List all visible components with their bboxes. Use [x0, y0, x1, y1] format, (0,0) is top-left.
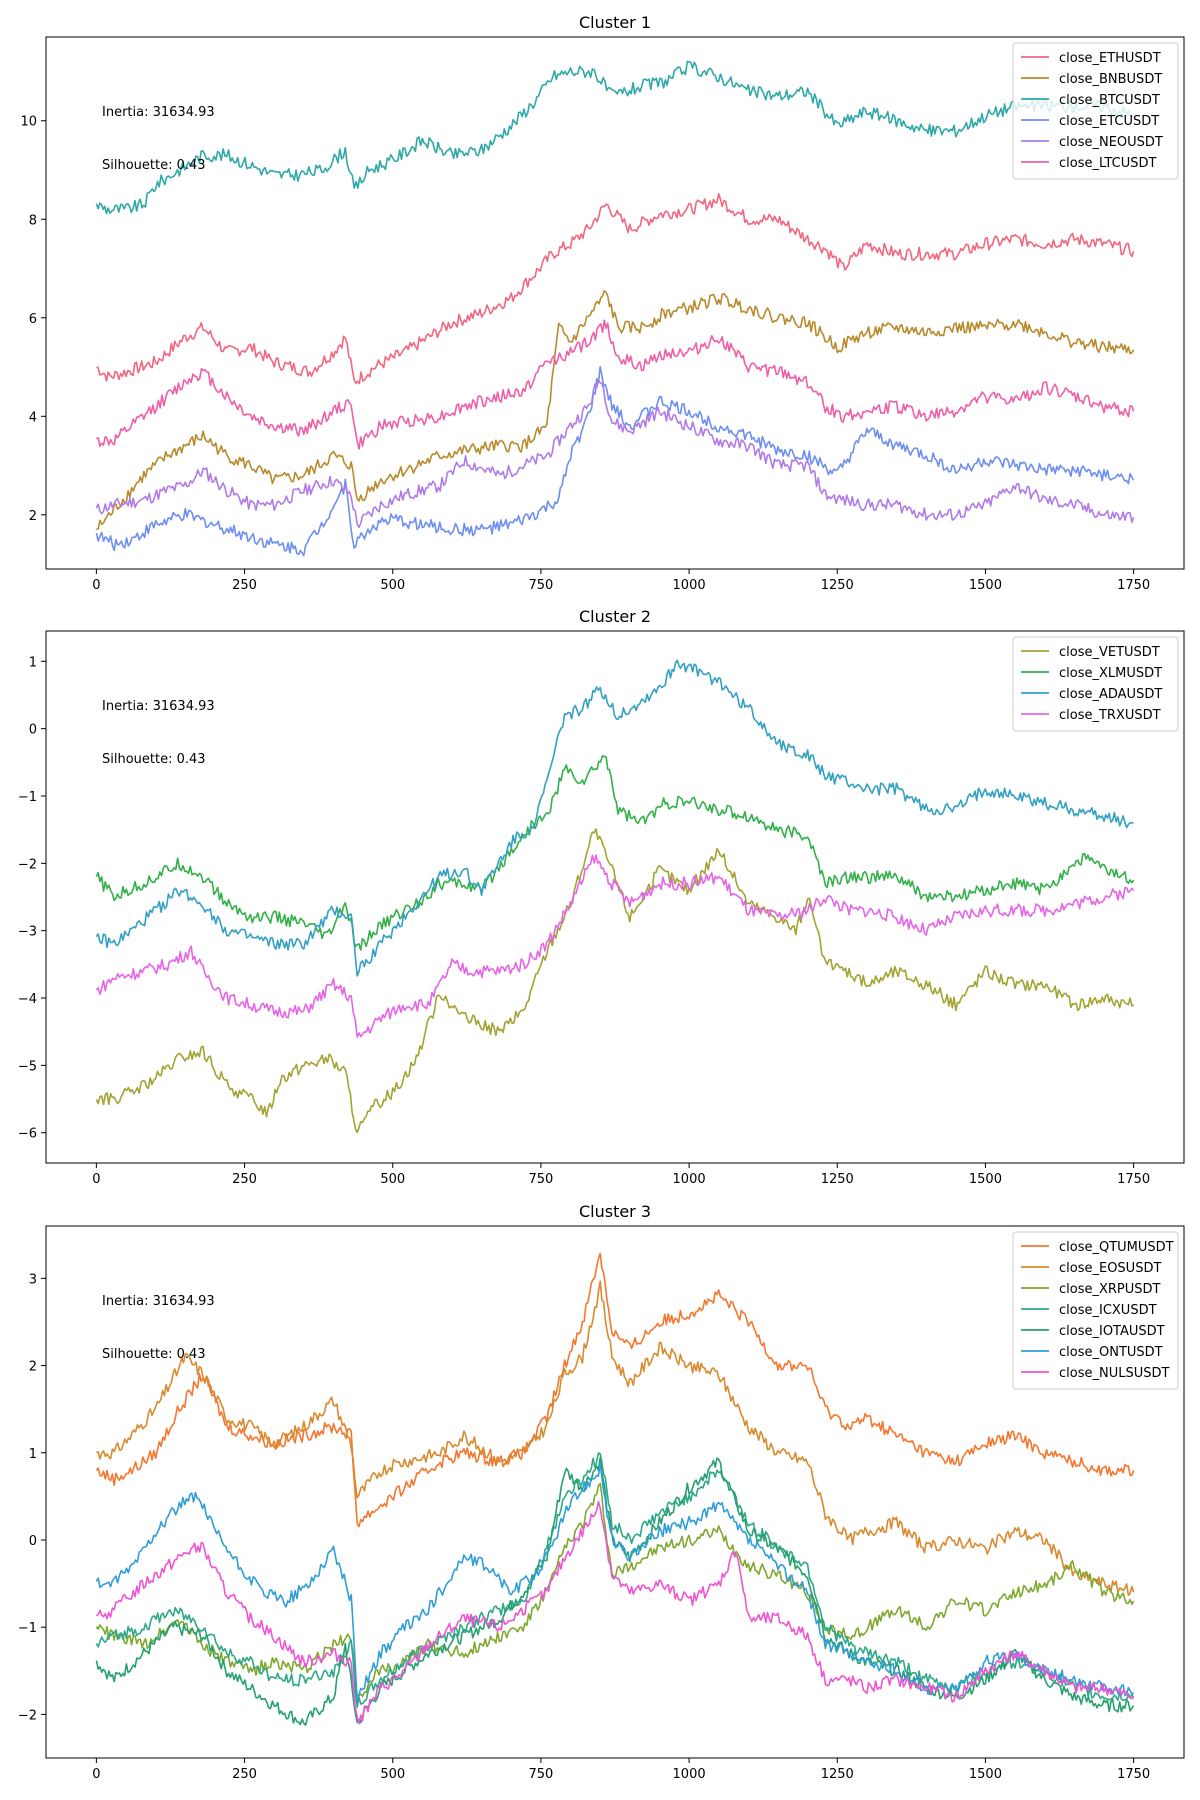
- legend-entry: close_ETHUSDT: [1059, 51, 1161, 66]
- y-tick-label: 0: [29, 723, 37, 738]
- legend-entry: close_LTCUSDT: [1059, 156, 1156, 171]
- legend: close_QTUMUSDT close_EOSUSDT close_XRPUSDT…: [1012, 1231, 1179, 1390]
- legend: close_ETHUSDT close_BNBUSDT close_BTCUSDTc…: [1012, 42, 1179, 180]
- legend-box: [1012, 1231, 1179, 1390]
- x-tick-label: 500: [380, 578, 405, 593]
- series-line-close_TRXUSDT: [95, 854, 1135, 1038]
- y-tick-label: −2: [18, 857, 37, 872]
- y-tick-label: 6: [29, 312, 37, 327]
- y-tick-label: 2: [29, 509, 37, 524]
- annotation-inertia: Inertia: 31634.93: [102, 1294, 215, 1309]
- series-line-close_ICXUSDT: [95, 1452, 1135, 1708]
- subplot-3: Cluster 3 0 250 500 750 1000 1250 1500 1750 −2 −1 0…: [18, 1202, 1185, 1782]
- subplot-title: Cluster 3: [579, 1202, 651, 1221]
- y-tick-label: 0: [29, 1534, 37, 1549]
- x-tick-label: 0: [92, 1767, 100, 1782]
- x-tick-label: 1250: [821, 578, 854, 593]
- series-line-close_BTCUSDT: [95, 60, 1135, 215]
- y-tick-label: 10: [20, 115, 37, 130]
- legend-entry: close_ONTUSDT: [1059, 1345, 1163, 1360]
- x-tick-label: 0: [92, 1172, 100, 1187]
- series-line-close_NEOUSDT: [95, 378, 1135, 529]
- y-tick-label: 3: [29, 1272, 37, 1287]
- annotation-inertia: Inertia: 31634.93: [102, 699, 215, 714]
- series-line-close_ETHUSDT: [96, 193, 1135, 385]
- series-line-close_LTCUSDT: [96, 319, 1135, 450]
- legend-entry: close_NEOUSDT: [1059, 135, 1163, 150]
- plot-frame: [45, 36, 1185, 570]
- plot-frame: [45, 630, 1185, 1164]
- legend: close_VETUSDT close_XLMUSDT close_ADAUSDTc…: [1012, 636, 1179, 732]
- series-line-close_XLMUSDT: [95, 755, 1135, 951]
- x-tick-label: 1250: [821, 1767, 854, 1782]
- legend-entry: close_EOSUSDT: [1059, 1261, 1161, 1276]
- legend-entry: close_ETCUSDT: [1059, 114, 1159, 129]
- x-tick-label: 250: [232, 1172, 257, 1187]
- x-tick-label: 500: [380, 1172, 405, 1187]
- legend-entry: close_NULSUSDT: [1059, 1366, 1169, 1381]
- x-tick-label: 1750: [1117, 1172, 1150, 1187]
- series-line-close_QTUMUSDT: [95, 1252, 1135, 1528]
- series-line-close_EOSUSDT: [96, 1280, 1135, 1596]
- x-tick-label: 750: [528, 1767, 553, 1782]
- y-tick-label: 1: [29, 1447, 37, 1462]
- x-tick-label: 1500: [969, 1172, 1002, 1187]
- y-tick-label: 1: [29, 655, 37, 670]
- legend-entry: close_ICXUSDT: [1059, 1303, 1157, 1318]
- x-tick-label: 1500: [969, 1767, 1002, 1782]
- x-tick-label: 1500: [969, 578, 1002, 593]
- y-tick-label: −5: [18, 1059, 37, 1074]
- subplot-2: Cluster 2 0 250 500 750 1000 1250 1500 1750 −6 −5 −…: [18, 607, 1185, 1187]
- legend-box: [1012, 42, 1179, 180]
- series-line-close_VETUSDT: [95, 828, 1135, 1134]
- x-tick-label: 250: [232, 1767, 257, 1782]
- y-tick-label: −3: [18, 925, 37, 940]
- legend-entry: close_TRXUSDT: [1059, 708, 1161, 723]
- legend-entry: close_QTUMUSDT: [1059, 1240, 1174, 1255]
- x-tick-label: 0: [92, 578, 100, 593]
- plot-frame: [45, 1225, 1185, 1759]
- y-tick-label: 8: [29, 213, 37, 228]
- x-tick-label: 1750: [1117, 1767, 1150, 1782]
- series-line-close_NULSUSDT: [95, 1500, 1135, 1725]
- series-line-close_IOTAUSDT: [95, 1457, 1135, 1726]
- annotation-inertia: Inertia: 31634.93: [102, 105, 215, 120]
- subplot-title: Cluster 2: [579, 607, 651, 626]
- y-tick-label: −2: [18, 1708, 37, 1723]
- x-tick-label: 750: [528, 578, 553, 593]
- annotation-silhouette: Silhouette: 0.43: [102, 158, 206, 173]
- legend-box: [1012, 636, 1179, 732]
- legend-entry: close_BNBUSDT: [1059, 72, 1162, 87]
- annotation-silhouette: Silhouette: 0.43: [102, 1347, 206, 1362]
- series-line-close_ETCUSDT: [95, 366, 1135, 557]
- x-tick-label: 1000: [673, 578, 706, 593]
- y-tick-label: 4: [29, 410, 37, 425]
- legend-entry: close_ADAUSDT: [1059, 687, 1162, 702]
- legend-entry: close_VETUSDT: [1059, 645, 1160, 660]
- x-tick-label: 1750: [1117, 578, 1150, 593]
- legend-entry: close_XRPUSDT: [1059, 1282, 1161, 1297]
- x-tick-label: 250: [232, 578, 257, 593]
- x-tick-label: 1250: [821, 1172, 854, 1187]
- legend-entry: close_XLMUSDT: [1059, 666, 1162, 681]
- y-tick-label: −6: [18, 1127, 37, 1142]
- series-line-close_XRPUSDT: [95, 1482, 1135, 1698]
- x-tick-label: 1000: [673, 1767, 706, 1782]
- annotation-silhouette: Silhouette: 0.43: [102, 752, 206, 767]
- x-tick-label: 500: [380, 1767, 405, 1782]
- legend-entry: close_BTCUSDT: [1059, 93, 1160, 108]
- subplot-1: Cluster 1 0 250 500 750 1000 1250 1500 1750 2 4 6 8 1…: [20, 13, 1185, 593]
- y-tick-label: −1: [18, 790, 37, 805]
- series-line-close_ONTUSDT: [95, 1463, 1135, 1704]
- series-line-close_BNBUSDT: [96, 289, 1135, 530]
- legend-entry: close_IOTAUSDT: [1059, 1324, 1165, 1339]
- subplot-title: Cluster 1: [579, 13, 651, 32]
- y-tick-label: −1: [18, 1621, 37, 1636]
- x-tick-label: 1000: [673, 1172, 706, 1187]
- series-line-close_ADAUSDT: [95, 659, 1134, 977]
- y-tick-label: −4: [18, 992, 37, 1007]
- x-tick-label: 750: [528, 1172, 553, 1187]
- y-tick-label: 2: [29, 1360, 37, 1375]
